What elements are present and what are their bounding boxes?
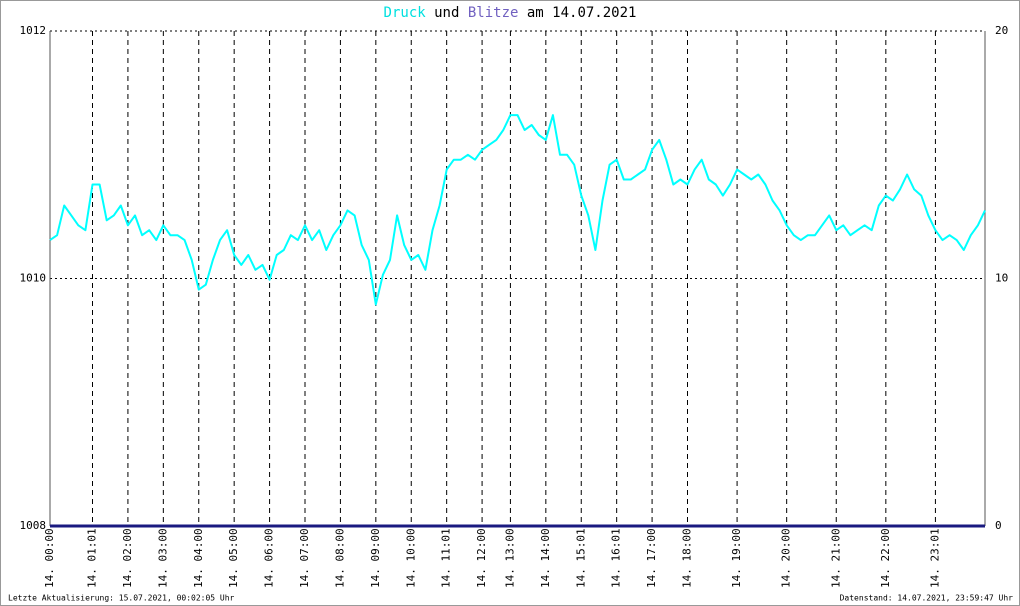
- y-tick-label: 1008: [20, 519, 47, 532]
- x-tick-label: 14. 22:00: [879, 528, 892, 588]
- footer-right: Datenstand: 14.07.2021, 23:59:47 Uhr: [840, 594, 1014, 603]
- x-tick-label: 14. 06:00: [263, 528, 276, 588]
- y2-tick-label: 20: [995, 24, 1008, 37]
- x-tick-label: 14. 10:00: [404, 528, 417, 588]
- x-tick-label: 14. 05:00: [227, 528, 240, 588]
- x-tick-label: 14. 18:00: [681, 528, 694, 588]
- x-tick-label: 14. 17:00: [645, 528, 658, 588]
- x-tick-label: 14. 03:00: [156, 528, 169, 588]
- x-tick-label: 14. 02:00: [121, 528, 134, 588]
- x-tick-label: 14. 20:00: [780, 528, 793, 588]
- x-tick-label: 14. 13:00: [503, 528, 516, 588]
- y2-tick-label: 0: [995, 519, 1002, 532]
- x-tick-label: 14. 00:00: [43, 528, 56, 588]
- x-tick-label: 14. 12:00: [475, 528, 488, 588]
- title-series-2: Blitze: [468, 5, 519, 21]
- x-tick-label: 14. 14:00: [539, 528, 552, 588]
- y-tick-label: 1012: [20, 24, 47, 37]
- x-tick-label: 14. 01:01: [86, 528, 99, 588]
- x-tick-label: 14. 19:00: [730, 528, 743, 588]
- x-tick-label: 14. 08:00: [333, 528, 346, 588]
- y2-tick-label: 10: [995, 272, 1008, 285]
- chart-title: Druck und Blitze am 14.07.2021: [384, 5, 637, 21]
- series-line: [49, 114, 986, 306]
- x-tick-label: 14. 21:00: [829, 528, 842, 588]
- y-tick-label: 1010: [20, 272, 47, 285]
- x-tick-label: 14. 16:01: [610, 528, 623, 588]
- x-tick-label: 14. 09:00: [369, 528, 382, 588]
- x-tick-label: 14. 07:00: [298, 528, 311, 588]
- x-tick-label: 14. 15:01: [574, 528, 587, 588]
- title-series-1: Druck: [384, 5, 427, 21]
- x-tick-label: 14. 11:01: [440, 528, 453, 588]
- x-tick-label: 14. 23:01: [928, 528, 941, 588]
- footer-left: Letzte Aktualisierung: 15.07.2021, 00:02…: [8, 594, 235, 603]
- x-tick-label: 14. 04:00: [192, 528, 205, 588]
- title-joiner: und: [434, 5, 459, 21]
- title-date: am 14.07.2021: [527, 5, 637, 21]
